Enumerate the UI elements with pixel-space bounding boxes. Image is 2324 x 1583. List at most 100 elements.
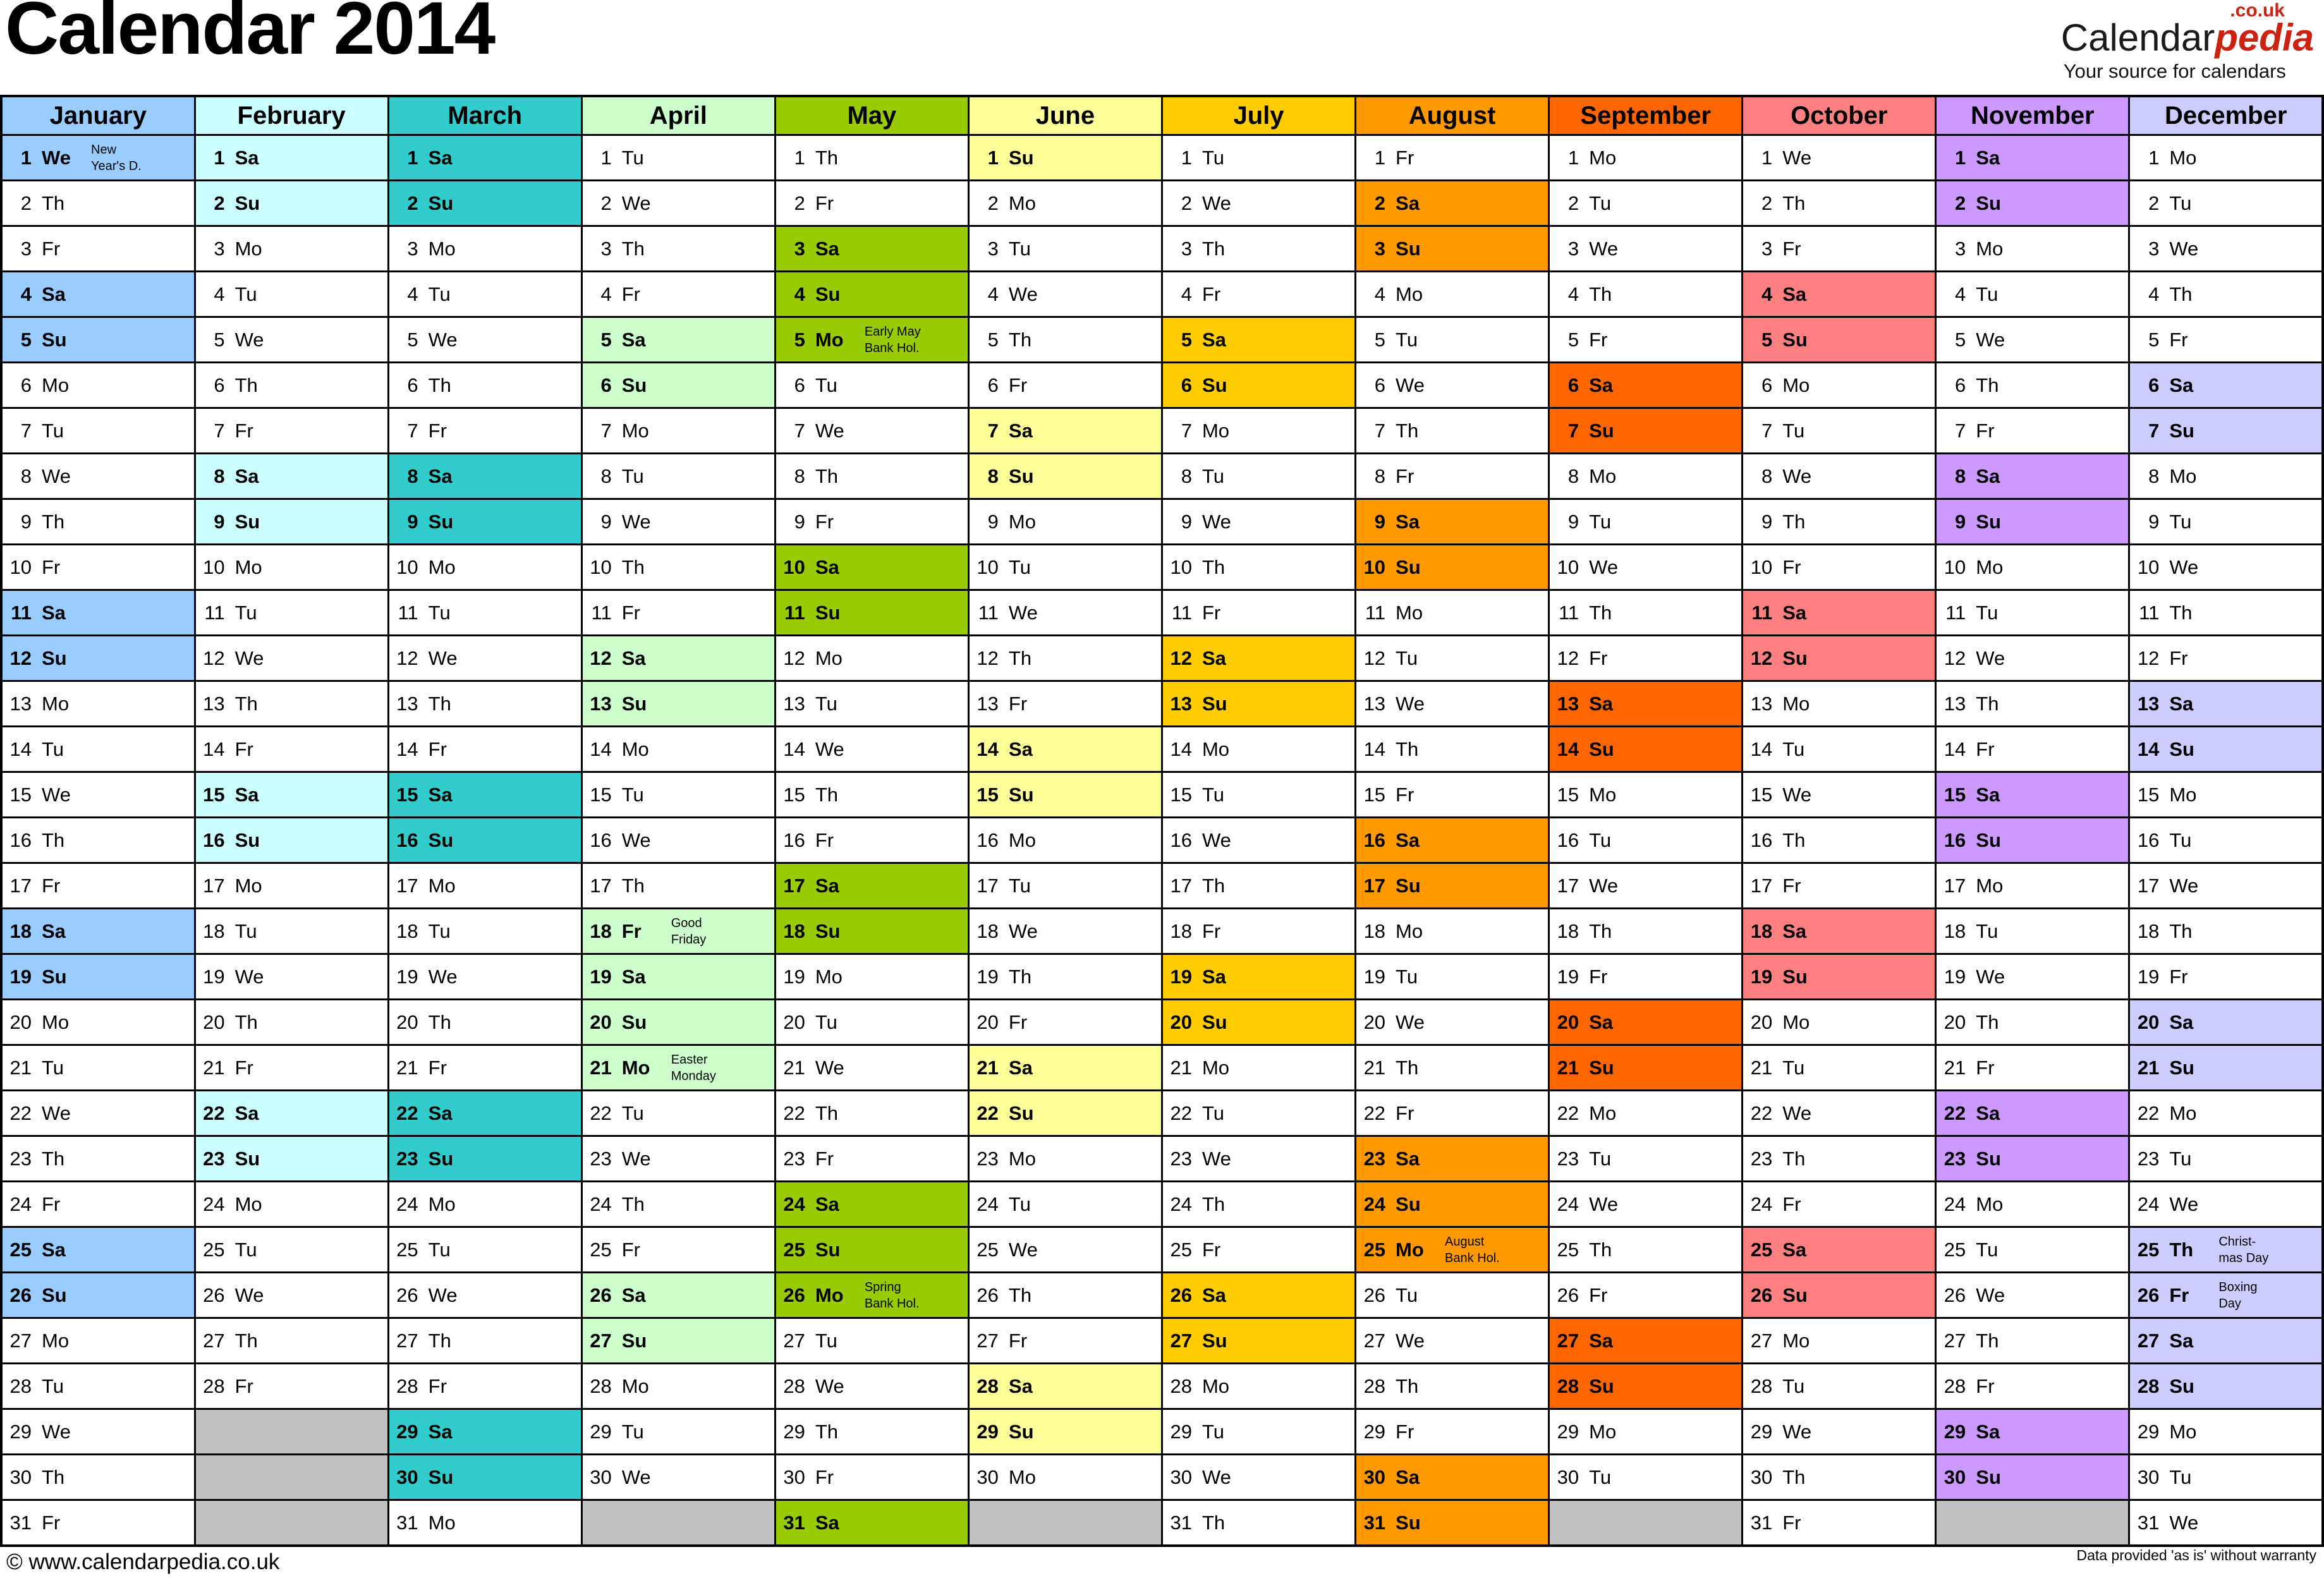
day-cell-august-7: 7 Th [1354, 407, 1550, 454]
day-number: 30 [396, 1465, 418, 1488]
day-weekday: Sa [428, 1101, 453, 1124]
day-cell-august-31: 31 Su [1354, 1499, 1550, 1547]
day-weekday: Th [1782, 1147, 1806, 1170]
day-weekday: Mo [42, 1329, 70, 1352]
day-weekday: Su [1008, 1420, 1034, 1443]
day-weekday: Su [1589, 1056, 1614, 1079]
day-cell-march-23: 23 Su [387, 1135, 583, 1182]
day-number: 15 [396, 783, 418, 806]
calendar-row: 21 Tu 21 Fr 21 Fr 21 Mo Easter Monday 21 We 21 Sa 21 Mo… [0, 1044, 2324, 1091]
day-cell-november-17: 17 Mo [1935, 862, 2131, 909]
day-number: 20 [2137, 1010, 2160, 1033]
day-weekday: Su [1782, 646, 1808, 669]
day-weekday: We [1008, 282, 1038, 305]
day-number: 20 [976, 1010, 999, 1033]
day-cell-january-3: 3 Fr [0, 225, 196, 272]
day-cell-october-11: 11 Sa [1741, 589, 1937, 636]
day-weekday: Mo [815, 965, 843, 988]
day-number: 9 [1761, 510, 1773, 533]
day-cell-january-11: 11 Sa [0, 589, 196, 636]
day-number: 24 [783, 1192, 805, 1215]
day-cell-january-16: 16 Th [0, 816, 196, 864]
day-weekday: We [428, 1283, 458, 1306]
day-weekday: Fr [2169, 646, 2188, 669]
calendar-row: 30 Th 30 Su 30 We 30 Fr 30 Mo 30 We 30 Sa 30 Tu 30 Th 30 Su… [0, 1453, 2324, 1501]
day-weekday: Su [2169, 737, 2194, 760]
day-cell-august-30: 30 Sa [1354, 1453, 1550, 1501]
day-number: 16 [396, 828, 418, 851]
day-number: 9 [600, 510, 612, 533]
day-weekday: We [1396, 1329, 1425, 1352]
day-cell-january-29: 29 We [0, 1408, 196, 1455]
day-cell-july-24: 24 Th [1160, 1180, 1357, 1228]
day-weekday: Su [2169, 1374, 2194, 1397]
day-weekday: Th [1589, 601, 1612, 624]
day-number: 2 [1181, 191, 1192, 214]
day-number: 17 [1944, 874, 1966, 897]
day-number: 6 [2148, 373, 2160, 396]
day-weekday: We [2169, 1192, 2199, 1215]
day-weekday: Fr [1589, 646, 1608, 669]
day-weekday: Sa [1202, 965, 1226, 988]
day-weekday: Mo [1202, 737, 1230, 760]
day-cell-october-25: 25 Sa [1741, 1226, 1937, 1273]
day-number: 2 [20, 191, 32, 214]
day-cell-september-22: 22 Mo [1548, 1089, 1744, 1137]
holiday-note: Good Friday [671, 916, 707, 947]
day-cell-january-9: 9 Th [0, 498, 196, 545]
day-weekday: Su [1396, 237, 1421, 260]
day-number: 8 [1374, 464, 1386, 487]
day-weekday: Su [42, 646, 67, 669]
day-weekday: Th [1202, 1511, 1226, 1534]
day-number: 20 [9, 1010, 32, 1033]
day-weekday: Sa [1782, 601, 1807, 624]
day-number: 26 [2137, 1283, 2160, 1306]
day-weekday: We [428, 646, 458, 669]
day-number: 30 [976, 1465, 999, 1488]
day-number: 14 [203, 737, 225, 760]
day-weekday: Tu [42, 1374, 64, 1397]
day-cell-january-14: 14 Tu [0, 725, 196, 773]
day-number: 4 [407, 282, 418, 305]
day-cell-february-26: 26 We [193, 1271, 389, 1319]
day-cell-november-9: 9 Su [1935, 498, 2131, 545]
day-cell-june-12: 12 Th [967, 634, 1163, 682]
day-number: 5 [1761, 328, 1773, 351]
day-number: 19 [1750, 965, 1773, 988]
day-weekday: Mo [234, 555, 262, 578]
day-weekday: Fr [1976, 419, 1995, 442]
month-header-november: November [1935, 95, 2131, 136]
day-cell-november-10: 10 Mo [1935, 543, 2131, 591]
day-cell-february-22: 22 Sa [193, 1089, 389, 1137]
day-cell-march-10: 10 Mo [387, 543, 583, 591]
day-weekday: Su [234, 191, 260, 214]
day-cell-july-19: 19 Sa [1160, 953, 1357, 1000]
day-number: 3 [1955, 237, 1966, 260]
day-weekday: Sa [1782, 919, 1807, 942]
day-cell-february-16: 16 Su [193, 816, 389, 864]
day-weekday: Th [1976, 373, 1999, 396]
day-weekday: Su [621, 373, 647, 396]
day-cell-august-29: 29 Fr [1354, 1408, 1550, 1455]
day-number: 21 [976, 1056, 999, 1079]
day-number: 13 [590, 692, 612, 715]
day-cell-november-4: 4 Tu [1935, 270, 2131, 318]
day-weekday: Su [1976, 1147, 2001, 1170]
day-weekday: Sa [1202, 646, 1226, 669]
day-number: 20 [590, 1010, 612, 1033]
day-weekday: Sa [1202, 328, 1226, 351]
day-number: 30 [1750, 1465, 1773, 1488]
day-weekday: We [1976, 965, 2005, 988]
day-number: 16 [1363, 828, 1386, 851]
day-number: 2 [2148, 191, 2160, 214]
day-number: 6 [20, 373, 32, 396]
day-weekday: Fr [42, 874, 61, 897]
day-weekday: Mo [1589, 464, 1617, 487]
day-weekday: We [1589, 874, 1619, 897]
day-cell-july-28: 28 Mo [1160, 1362, 1357, 1410]
day-weekday: Mo [1396, 601, 1423, 624]
day-cell-january-21: 21 Tu [0, 1044, 196, 1091]
day-weekday: Su [42, 328, 67, 351]
day-weekday: Mo [234, 237, 262, 260]
day-number: 16 [1170, 828, 1192, 851]
